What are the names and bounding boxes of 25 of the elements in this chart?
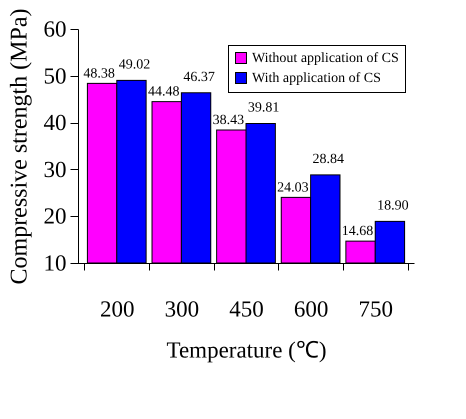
text: 38.43 (212, 112, 244, 128)
legend-label: Without application of CS (252, 51, 399, 66)
x-tick-label: 200 (100, 296, 135, 322)
y-tick-label: 10 (44, 250, 66, 276)
y-tick-label: 60 (44, 16, 66, 42)
x-tick-label: 450 (229, 296, 264, 322)
x-tick-label: 600 (294, 296, 328, 322)
text: 49.02 (118, 57, 150, 72)
x-tick-label: 300 (164, 296, 200, 322)
text: 44.48 (148, 84, 180, 100)
x-axis-title: Temperature (℃) (166, 338, 326, 362)
text: 14.68 (342, 224, 374, 240)
text: 28.84 (312, 152, 344, 167)
y-tick-label: 40 (44, 110, 66, 136)
legend-label: With application of CS (252, 71, 381, 86)
y-tick-label: 30 (44, 156, 66, 182)
y-tick-label: 20 (44, 204, 66, 229)
text: 24.03 (277, 180, 309, 196)
text: 39.81 (248, 100, 280, 116)
y-axis-title: Compressive strength (MPa) (6, 8, 32, 284)
y-tick-label: 50 (44, 63, 66, 88)
x-tick-label: 750 (358, 296, 393, 322)
text: 18.90 (377, 198, 409, 214)
text: 46.37 (183, 70, 215, 85)
text: 48.38 (83, 66, 115, 82)
